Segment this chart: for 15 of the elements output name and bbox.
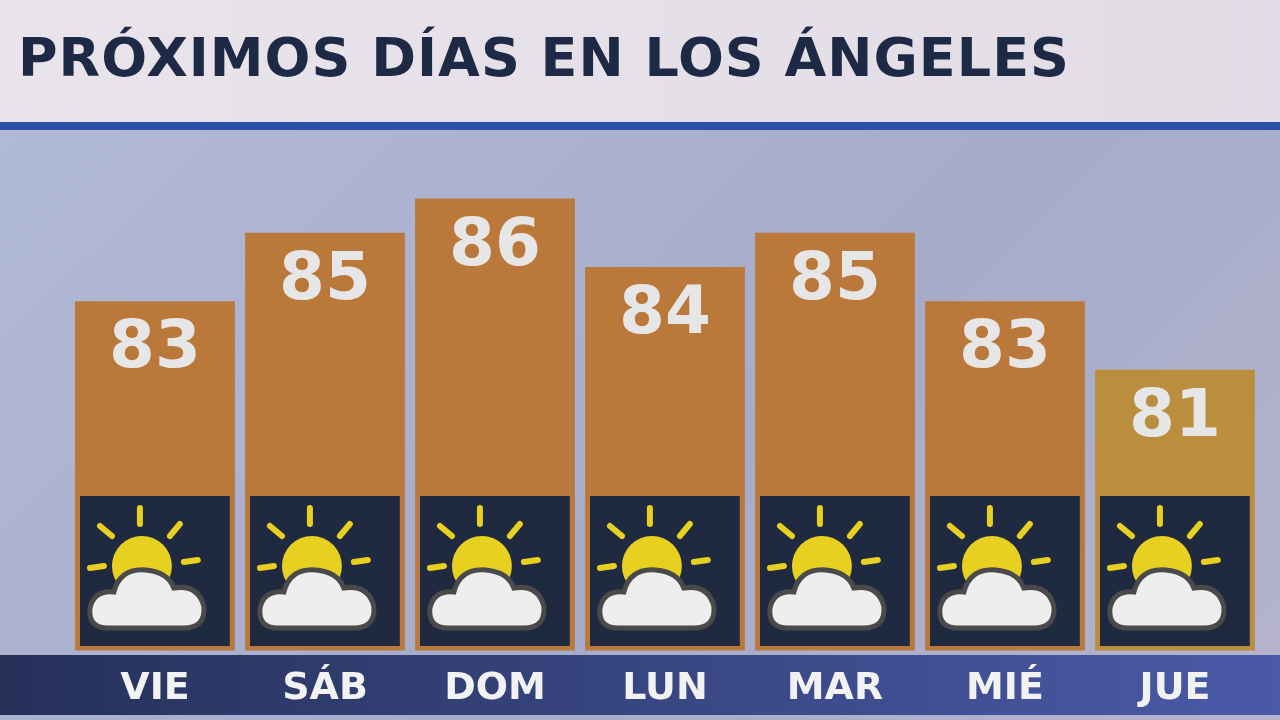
x-tick-label: MAR xyxy=(786,664,884,709)
x-tick-label: SÁB xyxy=(282,664,368,709)
chart-title: PRÓXIMOS DÍAS EN LOS ÁNGELES xyxy=(18,26,1070,89)
data-label: 83 xyxy=(959,306,1051,384)
data-label: 83 xyxy=(109,306,201,384)
data-label: 81 xyxy=(1129,374,1221,452)
x-tick-label: DOM xyxy=(444,664,546,709)
data-label: 85 xyxy=(789,237,881,315)
data-label: 85 xyxy=(279,237,371,315)
x-tick-label: VIE xyxy=(120,664,190,709)
x-tick-label: MIÉ xyxy=(966,664,1044,709)
data-label: 84 xyxy=(619,272,711,350)
x-tick-label: JUE xyxy=(1136,664,1211,709)
x-tick-label: LUN xyxy=(622,664,708,709)
data-label: 86 xyxy=(449,203,541,281)
